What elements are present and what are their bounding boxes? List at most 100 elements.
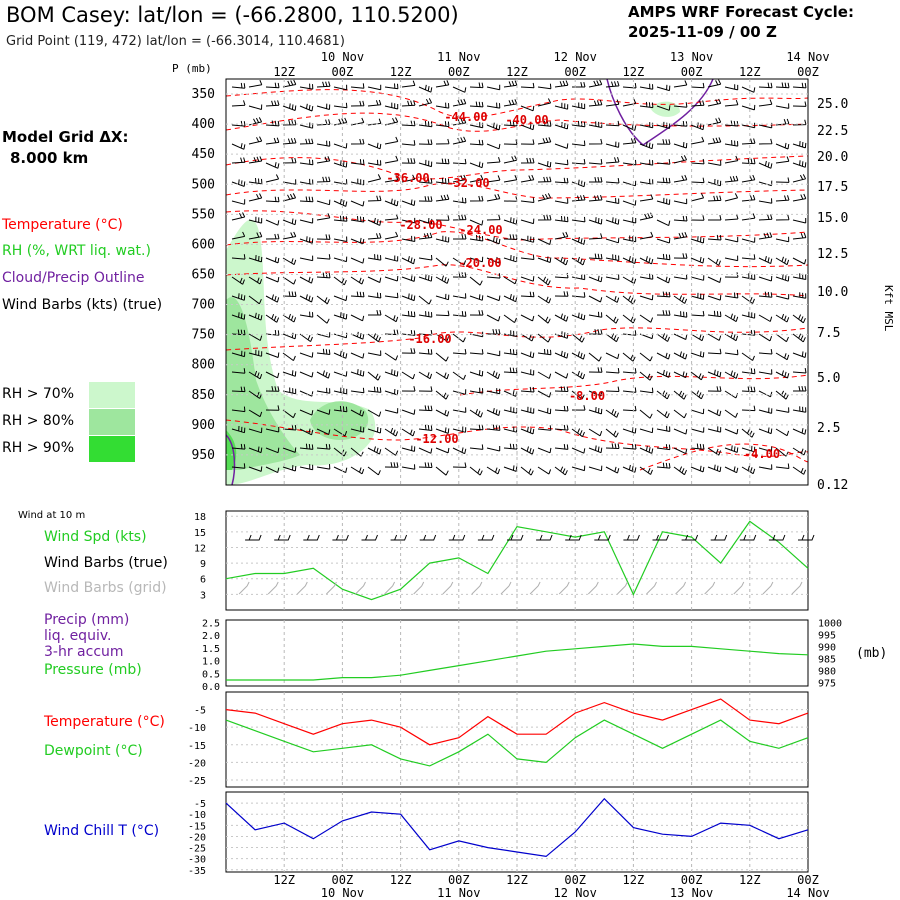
wind-barb	[673, 351, 688, 360]
wind-barb	[418, 424, 433, 431]
wind-barb	[384, 198, 399, 207]
wind-barb	[503, 139, 518, 145]
wind-barb	[656, 369, 671, 378]
wind-barb	[690, 100, 705, 107]
wind-barb	[316, 348, 331, 355]
wind-barb	[741, 273, 756, 280]
time-tick-top: 12Z	[739, 65, 761, 79]
wind-barb	[673, 428, 688, 435]
wind-barb	[792, 257, 807, 265]
wind-barb	[316, 387, 331, 394]
wind-barb	[554, 122, 569, 130]
wind-barb	[231, 329, 246, 336]
wind-barb-true	[274, 534, 291, 541]
wind-barb	[350, 138, 365, 145]
wind-barb	[367, 99, 382, 107]
wind-barb	[316, 156, 331, 164]
wind-barb	[299, 103, 314, 112]
wind-barb	[299, 138, 314, 145]
wind-barb	[605, 352, 620, 360]
wind-barb	[401, 235, 416, 242]
page-title: BOM Casey: lat/lon = (-66.2800, 110.5200…	[6, 3, 459, 27]
wind-barb	[622, 180, 637, 187]
wind-barb	[401, 428, 416, 437]
wind-barb	[792, 428, 807, 435]
wind-barb	[231, 157, 246, 164]
wind-barb	[622, 217, 637, 224]
wind-barb	[690, 371, 704, 381]
wind-barb	[741, 352, 755, 361]
height-tick-label: 2.5	[817, 421, 840, 436]
wind-barb	[724, 255, 739, 262]
wind-barb	[401, 100, 416, 107]
height-tick-label: 20.0	[817, 150, 848, 165]
wind-barb	[401, 464, 416, 470]
wind-barb	[435, 215, 450, 221]
wind-barb	[775, 428, 790, 437]
wind-barb	[708, 214, 722, 221]
wind-barb	[469, 101, 484, 108]
temperature-contour-label: -32.00	[446, 176, 489, 190]
wind-barb	[316, 370, 331, 379]
wind-barb	[554, 424, 569, 431]
wind-barb	[537, 425, 552, 431]
wind-barb	[520, 291, 535, 298]
wind-barb	[673, 253, 688, 259]
wind-barb	[418, 348, 433, 355]
time-tick-bottom: 00Z	[332, 873, 354, 887]
wind-barb	[724, 390, 739, 399]
wind-barb	[520, 446, 535, 455]
legend-wind-speed: Wind Spd (kts)	[44, 529, 147, 545]
wind-barb-grid	[500, 581, 512, 595]
wind-barb	[571, 256, 586, 266]
wind-barb	[571, 140, 586, 147]
wind-barb	[248, 276, 263, 285]
wind-barb	[503, 367, 518, 374]
wind-barb	[452, 98, 467, 107]
wind-barb	[792, 141, 807, 149]
wind-barb	[248, 136, 263, 145]
wind-barb-grid	[558, 581, 570, 595]
legend-rh70: RH > 70%	[2, 386, 75, 402]
wind-barb	[537, 390, 552, 398]
wind-barb	[418, 120, 433, 128]
wind-barb	[486, 273, 501, 279]
wind-barb	[639, 178, 654, 185]
wind-barb	[707, 79, 722, 88]
wind-barb	[367, 174, 382, 183]
wind-barb	[350, 100, 365, 107]
wind-barb	[350, 314, 365, 322]
wind-barb	[248, 193, 263, 202]
wind-barb-true	[361, 534, 378, 541]
wind-barb	[707, 276, 722, 283]
wind-barb	[248, 349, 263, 357]
wind-barb	[775, 82, 790, 89]
wind-barb	[571, 179, 586, 188]
wind-barb	[554, 313, 569, 322]
wind-barb	[231, 443, 246, 450]
wind-barb	[350, 178, 365, 186]
wind-barb	[316, 295, 330, 305]
wind-barb	[656, 159, 671, 165]
wind-barb	[248, 231, 263, 240]
wind-barb	[554, 215, 569, 223]
wind-barb	[741, 295, 755, 304]
wind-barb	[554, 466, 568, 476]
wind-barb	[622, 443, 637, 450]
wind-barb	[299, 464, 314, 471]
wind-barb	[673, 198, 688, 205]
wind-barb	[248, 446, 263, 454]
wind-barb	[622, 124, 637, 131]
wind-barb	[503, 80, 518, 88]
wind-barb	[741, 428, 755, 438]
wind-barb	[793, 385, 807, 392]
wind-barb	[605, 274, 620, 280]
wind-barb	[724, 99, 739, 107]
wind-barb	[639, 427, 654, 434]
wind-barb	[333, 332, 348, 339]
wind-barb	[588, 233, 603, 240]
wind-barb	[622, 405, 637, 412]
wind-barb	[707, 137, 722, 145]
wind-barb	[622, 159, 637, 166]
